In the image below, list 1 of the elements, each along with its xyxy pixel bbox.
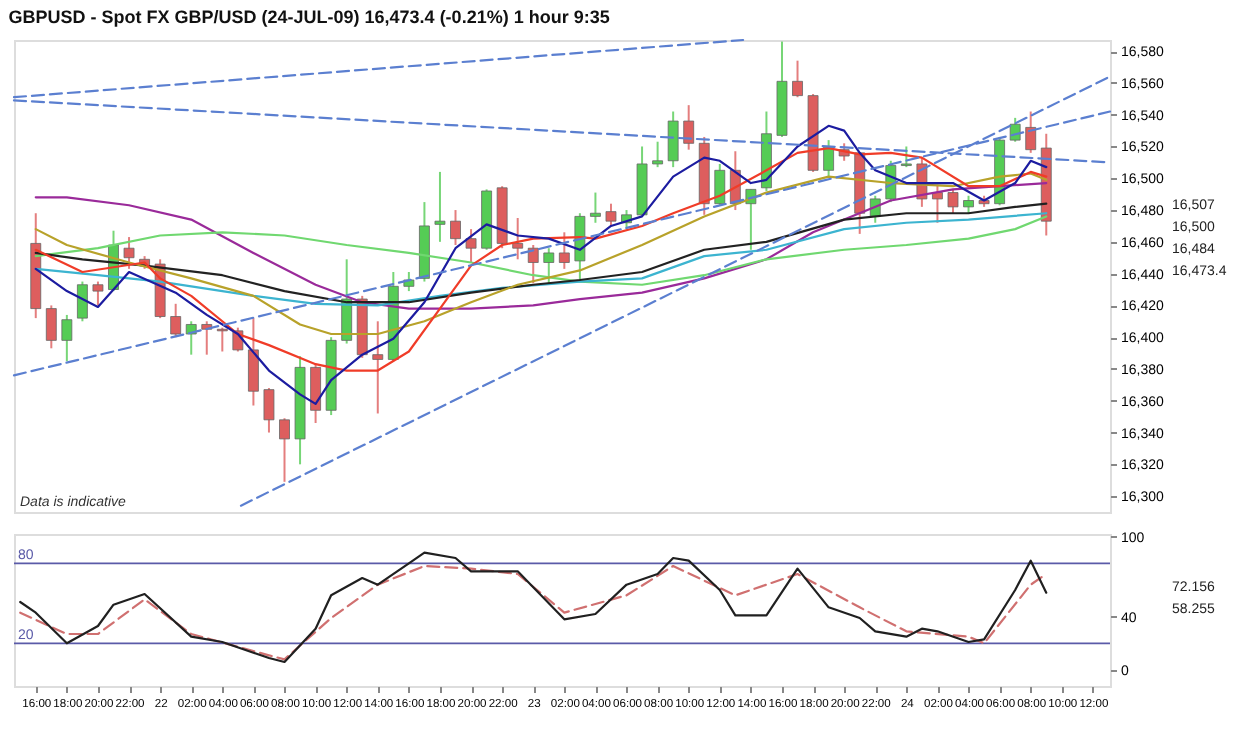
chart-title: GBPUSD - Spot FX GBP/USD (24-JUL-09) 16,473.4 (-0.21%) 1 hour 9:35: [8, 6, 610, 27]
